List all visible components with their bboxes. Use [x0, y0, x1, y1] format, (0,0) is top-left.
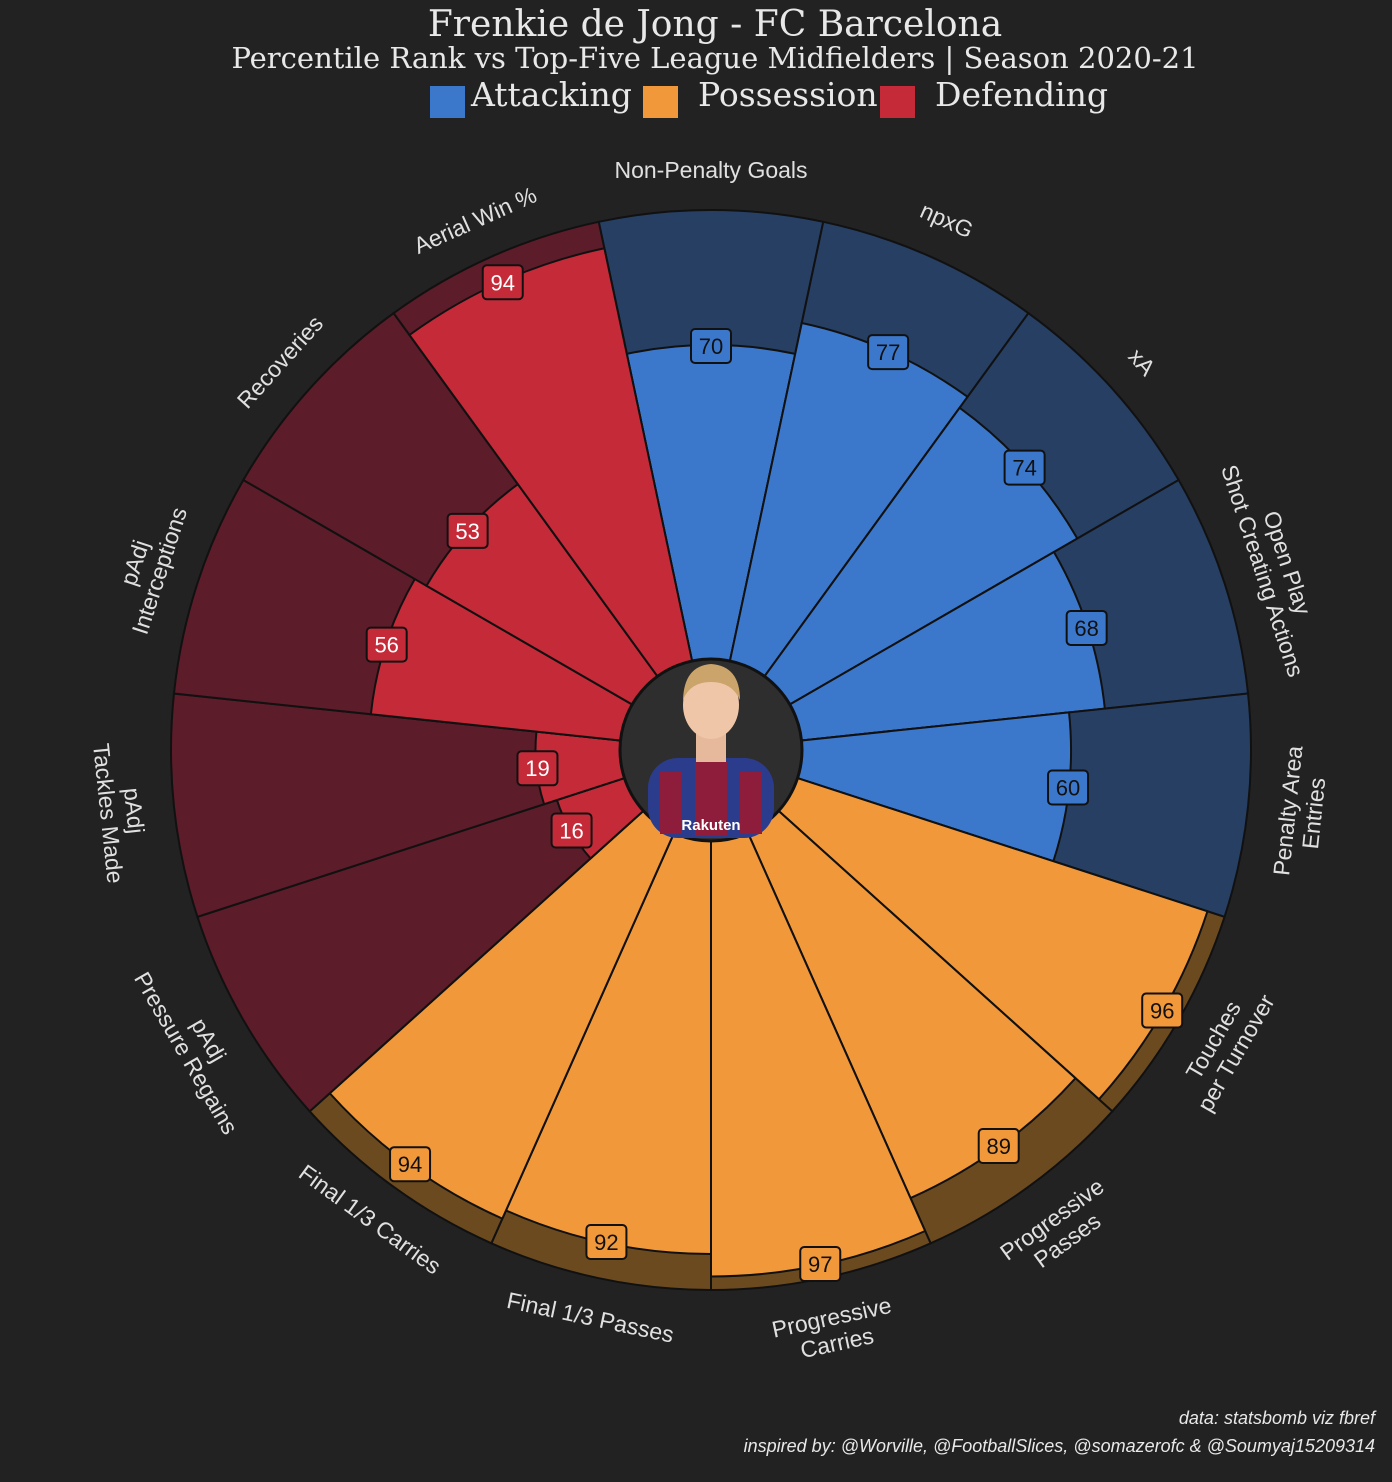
legend-label-possession: Possession — [698, 75, 878, 114]
value-box — [481, 264, 524, 301]
chart-value-labels: 70 77 74 68 60 96 89 97 92 94 16 19 56 53 94 — [365, 264, 1184, 1283]
value-box — [977, 1128, 1020, 1165]
legend-swatch-attacking — [430, 86, 465, 118]
value-box — [1047, 769, 1090, 806]
value-box — [1065, 609, 1108, 646]
chart-wedges — [169, 208, 1252, 1292]
player-face — [683, 671, 739, 739]
value-label-open-play-shot-creating-actions: 68 — [1065, 609, 1108, 646]
value-text: 70 — [699, 334, 723, 359]
value-label-xa: 74 — [1003, 449, 1046, 486]
value-label-padj-pressure-regains: 16 — [550, 812, 593, 849]
category-label-line: pAdj — [119, 786, 150, 835]
value-box — [1141, 992, 1184, 1029]
legend-swatch-possession — [643, 86, 678, 118]
value-text: 60 — [1056, 776, 1080, 801]
value-box — [389, 1146, 432, 1183]
value-label-touches-per-turnover: 96 — [1141, 992, 1184, 1029]
chart-subtitle: Percentile Rank vs Top-Five League Midfi… — [231, 41, 1198, 75]
value-label-final-1-3-passes: 92 — [585, 1224, 628, 1261]
legend: Attacking Possession Defending — [430, 75, 1108, 118]
value-text: 97 — [808, 1252, 832, 1277]
legend-swatch-defending — [880, 86, 915, 118]
value-text: 16 — [559, 819, 583, 844]
value-label-final-1-3-carries: 94 — [389, 1146, 432, 1183]
player-hair — [683, 664, 740, 700]
player-photo: Rakuten — [618, 657, 804, 843]
shirt-sponsor-logo: Rakuten — [681, 817, 740, 834]
value-text: 74 — [1012, 456, 1036, 481]
value-text: 94 — [398, 1152, 422, 1177]
value-box — [585, 1224, 628, 1261]
credit-data: data: statsbomb viz fbref — [1179, 1408, 1377, 1428]
value-label-non-penalty-goals: 70 — [690, 328, 732, 364]
legend-label-defending: Defending — [935, 75, 1108, 114]
value-label-progressive-passes: 89 — [977, 1128, 1020, 1165]
value-box — [690, 328, 732, 364]
value-text: 19 — [525, 756, 549, 781]
value-box — [1003, 449, 1046, 486]
value-box — [365, 626, 408, 663]
value-label-recoveries: 53 — [446, 512, 489, 549]
value-box — [516, 750, 559, 787]
value-label-padj-tackles-made: 19 — [516, 750, 559, 787]
player-shirt-stripe — [660, 772, 682, 834]
value-text: 53 — [455, 519, 479, 544]
legend-label-attacking: Attacking — [470, 75, 632, 114]
value-text: 96 — [1150, 999, 1174, 1024]
value-text: 94 — [491, 270, 515, 295]
value-label-progressive-carries: 97 — [799, 1246, 842, 1283]
value-box — [446, 512, 489, 549]
credit-inspired: inspired by: @Worville, @FootballSlices,… — [744, 1436, 1375, 1456]
category-label-line: Non-Penalty Goals — [614, 157, 807, 183]
value-text: 68 — [1074, 616, 1098, 641]
value-text: 92 — [594, 1230, 618, 1255]
value-box — [867, 334, 910, 371]
value-text: 77 — [876, 340, 900, 365]
value-box — [799, 1246, 842, 1283]
value-label-penalty-area-entries: 60 — [1047, 769, 1090, 806]
category-label-non-penalty-goals: Non-Penalty Goals — [614, 157, 807, 183]
value-text: 89 — [986, 1134, 1010, 1159]
value-label-npxg: 77 — [867, 334, 910, 371]
value-text: 56 — [374, 633, 398, 658]
player-shirt-stripe — [695, 762, 727, 836]
value-box — [550, 812, 593, 849]
player-shirt-stripe — [740, 772, 762, 834]
chart-title: Frenkie de Jong - FC Barcelona — [428, 4, 1002, 45]
value-label-aerial-win: 94 — [481, 264, 524, 301]
value-label-padj-interceptions: 56 — [365, 626, 408, 663]
